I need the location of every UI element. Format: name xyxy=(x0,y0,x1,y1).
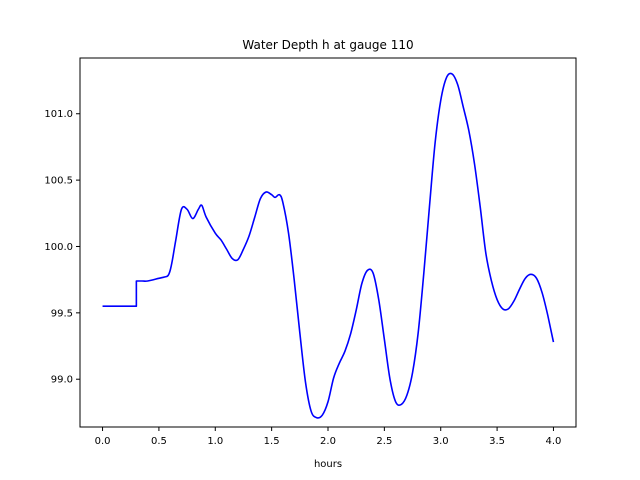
x-tick-label: 3.0 xyxy=(433,436,449,447)
x-axis-label: hours xyxy=(314,459,342,470)
x-tick-label: 0.5 xyxy=(151,436,167,447)
x-tick-label: 1.5 xyxy=(264,436,280,447)
x-tick-label: 4.0 xyxy=(546,436,562,447)
plot-frame xyxy=(79,57,577,428)
tick-group: 0.0 0.5 1.0 1.5 2.0 2.5 3.0 3.5 4.0 99.0 99.5 100.0… xyxy=(44,109,561,447)
x-tick-label: 3.5 xyxy=(489,436,505,447)
y-tick-label: 100.0 xyxy=(44,242,73,253)
y-tick-label: 99.0 xyxy=(51,375,73,386)
chart-title: Water Depth h at gauge 110 xyxy=(242,38,413,52)
x-tick-label: 1.0 xyxy=(207,436,223,447)
x-tick-label: 2.5 xyxy=(376,436,392,447)
y-tick-label: 99.5 xyxy=(51,308,73,319)
y-tick-label: 100.5 xyxy=(44,176,73,187)
series-line-water-depth xyxy=(102,72,555,419)
x-tick-label: 0.0 xyxy=(95,436,111,447)
y-tick-label: 101.0 xyxy=(44,109,73,120)
x-tick-label: 2.0 xyxy=(320,436,336,447)
